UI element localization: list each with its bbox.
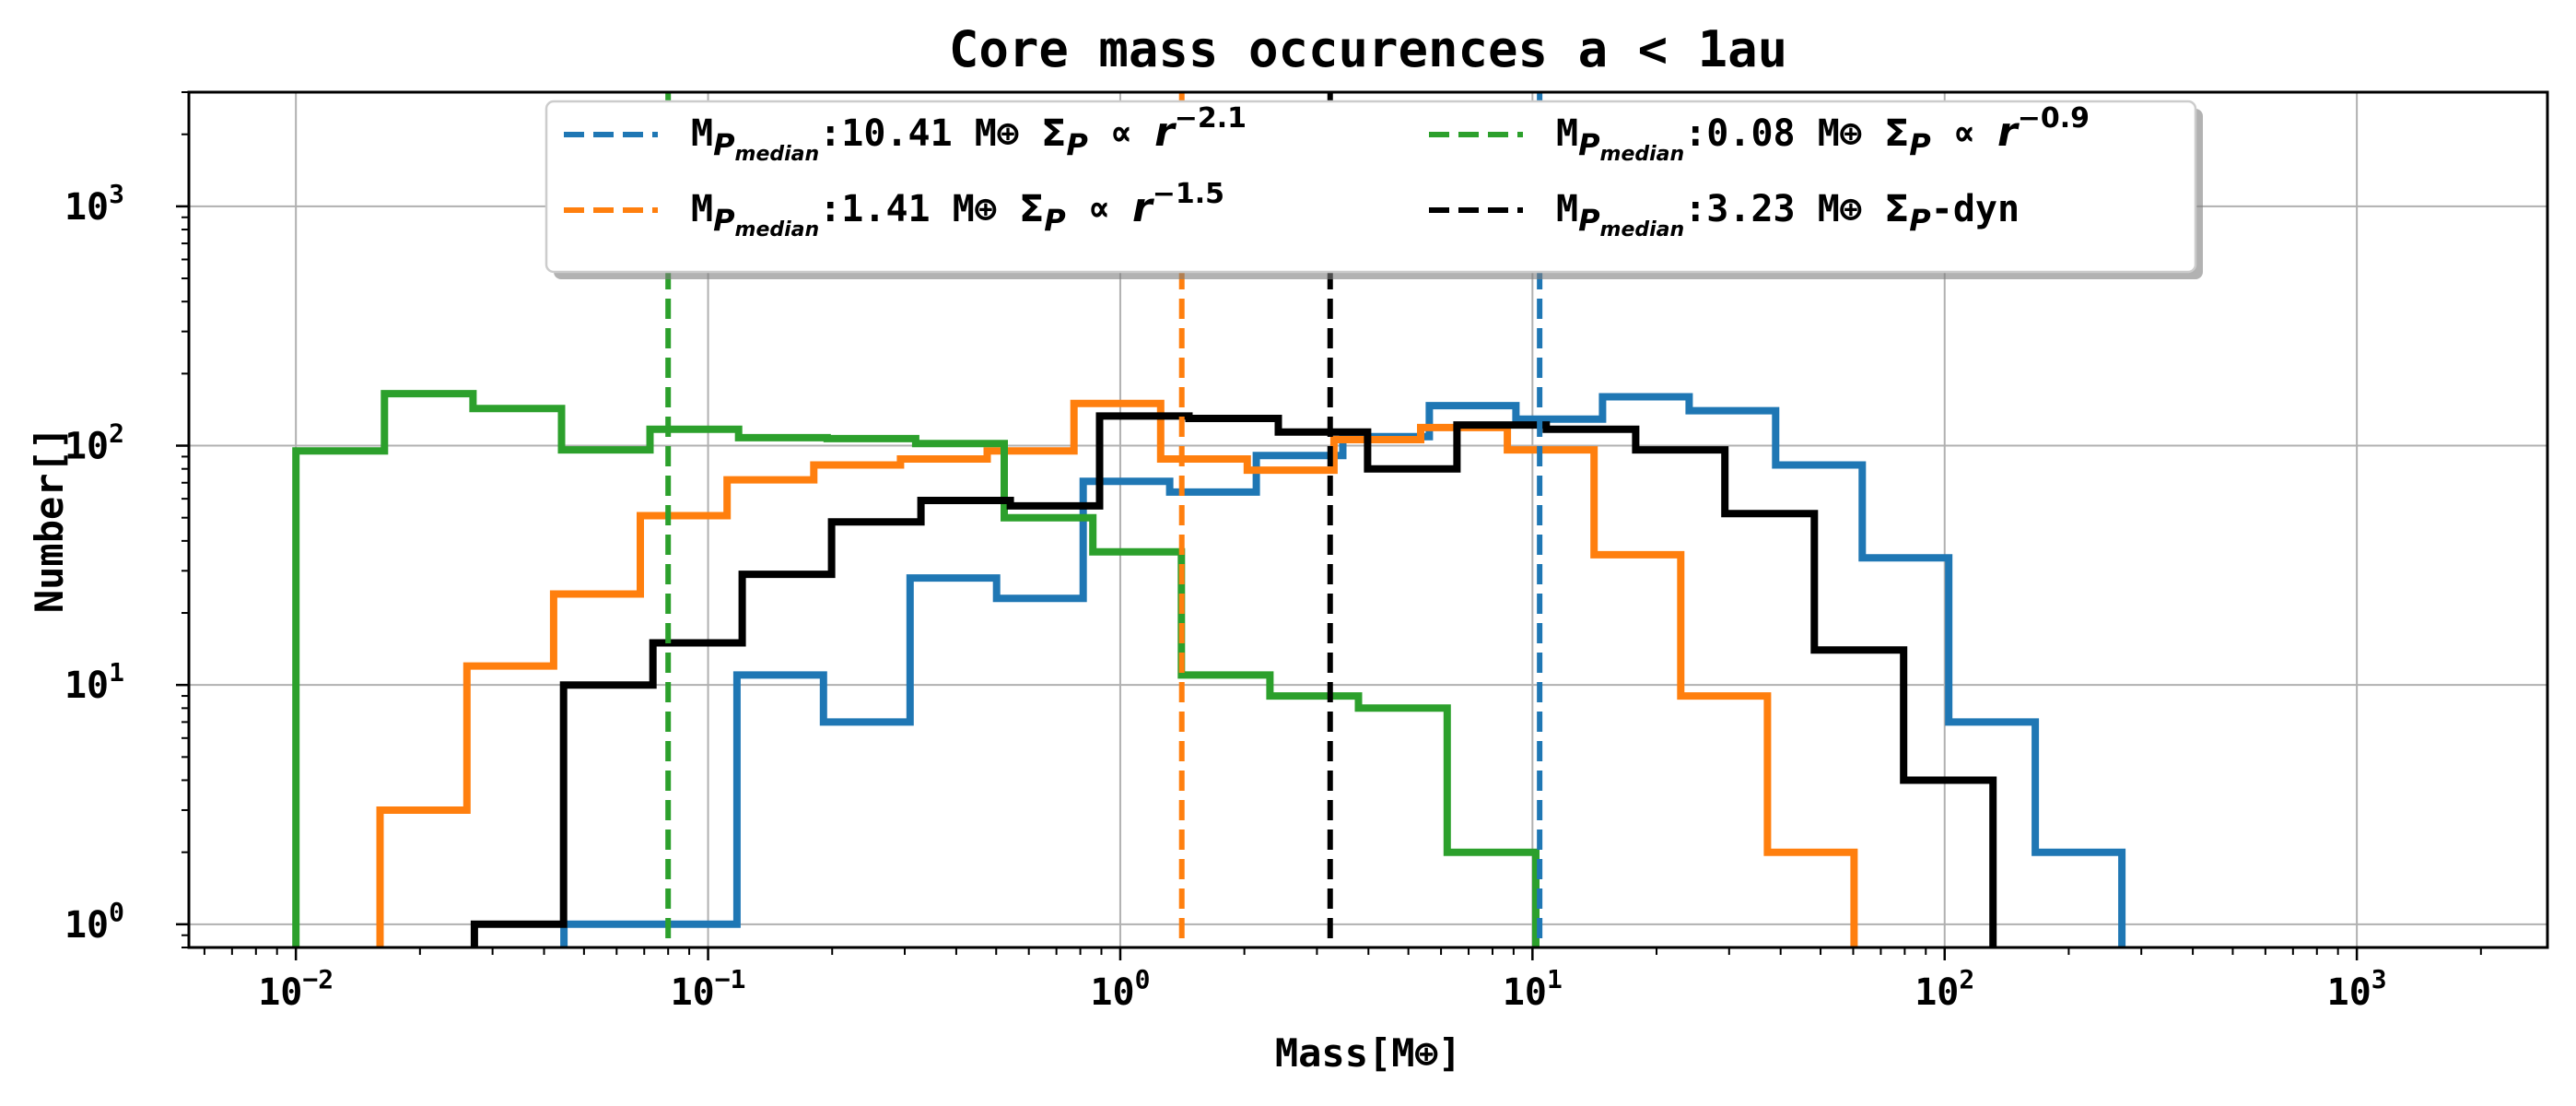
chart-title: Core mass occurences a < 1au <box>949 20 1787 78</box>
x-axis-label: Mass[M⊕] <box>1275 1030 1461 1076</box>
legend-frame <box>544 100 2197 274</box>
y-tick-label-0: 100 <box>64 897 124 947</box>
histogram-black <box>470 412 1997 947</box>
legend: MPmedian:10.41 M⊕ ΣP ∝ r−2.1 MPmedian:1.4… <box>544 100 2203 279</box>
legend-label-green: MPmedian:0.08 M⊕ ΣP ∝ r−0.9 <box>1556 102 2090 166</box>
legend-label-blue: MPmedian:10.41 M⊕ ΣP ∝ r−2.1 <box>691 102 1247 166</box>
x-tick-label-4: 102 <box>1914 964 1974 1014</box>
y-tick-label-1: 101 <box>64 657 124 707</box>
y-tick-label-3: 103 <box>64 179 124 229</box>
legend-label-black: MPmedian:3.23 M⊕ ΣP-dyn <box>1556 188 2020 241</box>
x-tick-label-5: 103 <box>2327 964 2387 1014</box>
x-tick-label-3: 101 <box>1503 964 1563 1014</box>
x-tick-label-0: 10−2 <box>258 964 334 1014</box>
y-tick-label-2: 102 <box>64 418 124 468</box>
legend-label-orange: MPmedian:1.41 M⊕ ΣP ∝ r−1.5 <box>691 178 1224 241</box>
x-tick-label-1: 10−1 <box>671 964 746 1014</box>
y-axis-label: Number[] <box>27 427 72 613</box>
histogram-green <box>292 390 1540 947</box>
histogram-orange <box>376 399 1858 947</box>
x-tick-label-2: 100 <box>1090 964 1150 1014</box>
